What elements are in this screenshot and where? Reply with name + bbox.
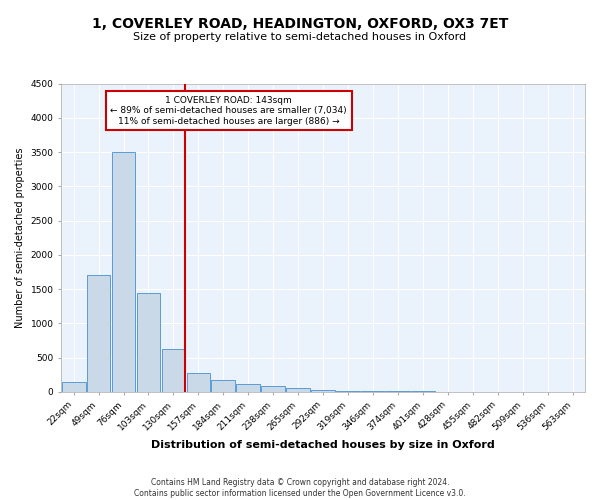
Y-axis label: Number of semi-detached properties: Number of semi-detached properties	[15, 148, 25, 328]
X-axis label: Distribution of semi-detached houses by size in Oxford: Distribution of semi-detached houses by …	[151, 440, 495, 450]
Bar	[112, 152, 136, 392]
Bar	[286, 388, 310, 392]
Text: 1, COVERLEY ROAD, HEADINGTON, OXFORD, OX3 7ET: 1, COVERLEY ROAD, HEADINGTON, OXFORD, OX…	[92, 18, 508, 32]
Bar	[161, 349, 185, 392]
Text: Contains HM Land Registry data © Crown copyright and database right 2024.
Contai: Contains HM Land Registry data © Crown c…	[134, 478, 466, 498]
Bar	[137, 292, 160, 392]
Bar	[336, 390, 360, 392]
Bar	[62, 382, 86, 392]
Text: 1 COVERLEY ROAD: 143sqm
← 89% of semi-detached houses are smaller (7,034)
11% of: 1 COVERLEY ROAD: 143sqm ← 89% of semi-de…	[110, 96, 347, 126]
Bar	[311, 390, 335, 392]
Bar	[211, 380, 235, 392]
Bar	[361, 391, 385, 392]
Bar	[236, 384, 260, 392]
Bar	[262, 386, 285, 392]
Bar	[187, 374, 210, 392]
Bar	[87, 276, 110, 392]
Text: Size of property relative to semi-detached houses in Oxford: Size of property relative to semi-detach…	[133, 32, 467, 42]
